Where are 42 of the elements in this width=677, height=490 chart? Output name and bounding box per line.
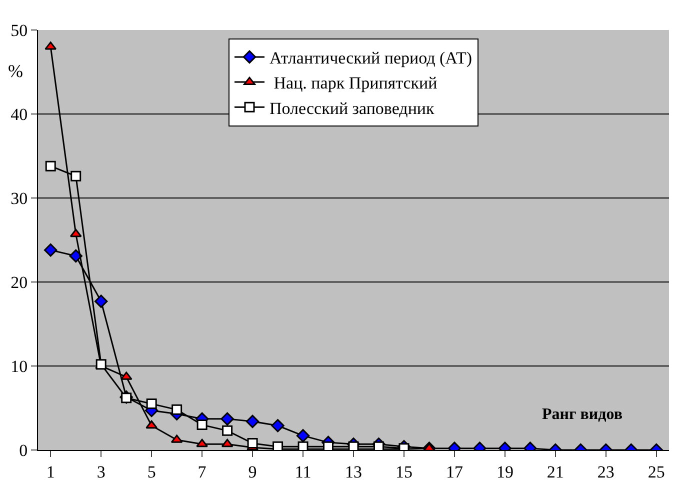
x-tick-label: 9 bbox=[248, 462, 257, 482]
x-tick-label: 1 bbox=[46, 462, 55, 482]
point bbox=[296, 429, 310, 442]
point bbox=[247, 438, 258, 449]
point bbox=[45, 160, 56, 172]
point bbox=[146, 420, 158, 429]
x-tick-label: 15 bbox=[395, 462, 412, 482]
point bbox=[172, 404, 182, 415]
point bbox=[246, 414, 260, 428]
point bbox=[271, 419, 284, 432]
point bbox=[146, 398, 157, 410]
point bbox=[44, 243, 58, 257]
x-axis-title: Ранг видов bbox=[542, 406, 623, 423]
legend-label: Атлантический период (АТ) bbox=[270, 48, 472, 68]
y-tick-label: 30 bbox=[10, 188, 28, 208]
x-tick-label: 19 bbox=[496, 462, 514, 482]
y-tick-label: 50 bbox=[10, 20, 28, 40]
x-tick-label: 3 bbox=[96, 462, 106, 482]
y-tick-label: 0 bbox=[19, 440, 28, 460]
y-tick-label: 40 bbox=[10, 104, 28, 124]
x-tick-label: 25 bbox=[648, 462, 665, 482]
legend-label: Нац. парк Припятский bbox=[270, 74, 438, 93]
point bbox=[70, 228, 82, 238]
legend-label: Полесский заповедник bbox=[270, 98, 436, 118]
x-tick-label: 21 bbox=[546, 462, 564, 482]
x-tick-label: 17 bbox=[446, 462, 464, 482]
x-tick-label: 23 bbox=[597, 462, 614, 482]
point bbox=[70, 170, 82, 182]
x-tick-label: 13 bbox=[345, 462, 362, 482]
point bbox=[94, 294, 108, 308]
y-tick-label: 10 bbox=[10, 356, 28, 376]
x-tick-label: 7 bbox=[198, 462, 207, 482]
y-axis-title: % bbox=[8, 61, 23, 81]
x-tick-label: 5 bbox=[147, 462, 156, 482]
point bbox=[196, 420, 208, 430]
point bbox=[222, 425, 233, 436]
point bbox=[221, 438, 234, 448]
point bbox=[121, 392, 132, 404]
point bbox=[220, 412, 234, 426]
x-tick-label: 11 bbox=[294, 462, 312, 482]
point bbox=[196, 438, 208, 448]
y-tick-label: 20 bbox=[10, 272, 28, 292]
